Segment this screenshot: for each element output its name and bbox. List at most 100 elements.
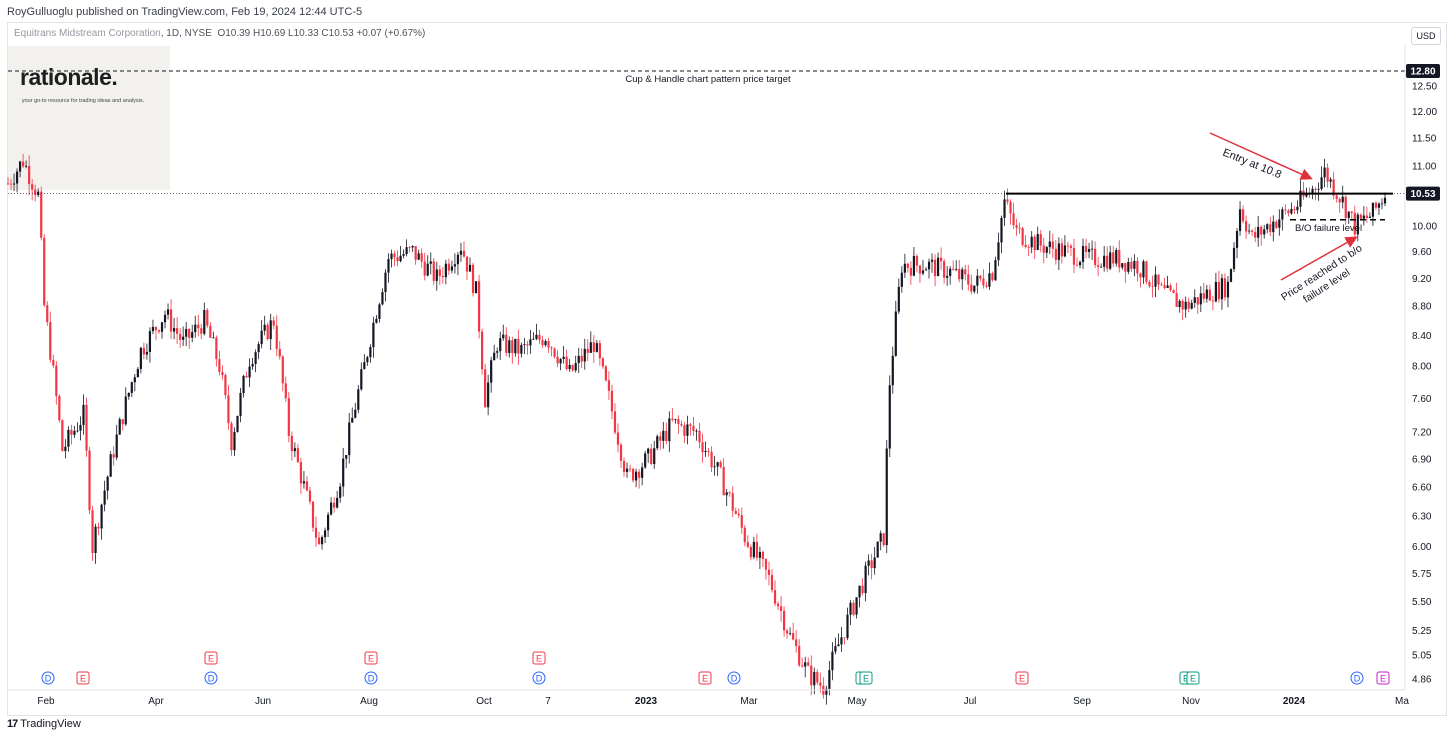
candle	[317, 531, 321, 545]
candle	[70, 424, 73, 445]
candle	[1072, 238, 1076, 274]
candle	[692, 416, 695, 436]
candle	[867, 554, 870, 576]
candle	[1006, 188, 1009, 205]
candle	[1109, 245, 1112, 271]
candle	[638, 469, 641, 489]
candle	[31, 179, 34, 201]
candle	[785, 628, 789, 639]
event-letter: E	[80, 674, 86, 684]
candle	[109, 451, 112, 478]
candle	[1341, 185, 1344, 209]
candle	[299, 457, 303, 494]
event-letter: D	[731, 674, 738, 684]
candle	[308, 486, 312, 505]
x-tick-label: 7	[545, 696, 551, 707]
candle	[1248, 223, 1251, 235]
candle	[849, 600, 852, 626]
candle	[230, 421, 233, 456]
candle	[1145, 260, 1148, 285]
candle	[37, 188, 40, 198]
x-tick-label: Nov	[1182, 696, 1200, 707]
candle	[1232, 242, 1236, 273]
candle	[212, 331, 215, 339]
candle	[242, 374, 245, 398]
currency-button[interactable]: USD	[1411, 27, 1441, 45]
footer-brand[interactable]: 17 TradingView	[7, 718, 81, 730]
candle	[758, 546, 762, 569]
candle	[918, 264, 922, 283]
candle	[1302, 181, 1305, 200]
y-tick-label: 11.50	[1412, 134, 1437, 145]
candle	[251, 357, 254, 370]
candle	[97, 522, 100, 536]
candle	[115, 424, 118, 461]
candle	[520, 342, 523, 358]
event-letter: E	[702, 674, 708, 684]
candle	[1051, 233, 1054, 258]
candle	[985, 281, 988, 289]
candle	[701, 433, 704, 463]
candle	[625, 462, 629, 478]
candle	[76, 422, 79, 433]
earnings-marker: E	[532, 651, 546, 665]
candle	[82, 394, 85, 435]
candle	[1332, 172, 1335, 200]
candle	[746, 535, 749, 549]
y-tick-label: 8.80	[1412, 302, 1432, 313]
candle	[734, 507, 737, 515]
candle	[502, 324, 505, 341]
candle	[592, 335, 595, 364]
candle	[474, 281, 478, 294]
candle	[1365, 206, 1368, 223]
candle	[532, 332, 535, 340]
candle	[1275, 219, 1278, 230]
candle	[1139, 272, 1142, 288]
candle	[589, 331, 592, 353]
candle	[1214, 272, 1217, 303]
candle	[1045, 245, 1048, 259]
watermark-tagline: your go-to resource for trading ideas an…	[21, 98, 145, 104]
candle	[9, 178, 13, 191]
candle	[91, 505, 94, 561]
x-tick-label: Oct	[476, 696, 492, 707]
candle	[595, 340, 598, 353]
candle	[894, 300, 897, 357]
x-tick-label: Jul	[964, 696, 977, 707]
candle	[311, 501, 315, 532]
candle	[764, 558, 768, 580]
candle	[1112, 245, 1115, 268]
earnings-marker: E	[1015, 671, 1029, 685]
candle	[816, 669, 819, 686]
candle	[662, 421, 665, 449]
candle	[1241, 205, 1245, 224]
candle	[1090, 240, 1094, 261]
candle	[163, 310, 167, 329]
event-letter: D	[208, 674, 215, 684]
company-name[interactable]: Equitrans Midstream Corporation	[14, 28, 161, 39]
candle	[1281, 207, 1284, 231]
candle	[154, 326, 158, 341]
candle	[1142, 259, 1145, 284]
candle	[28, 155, 31, 196]
candle	[598, 339, 601, 366]
candle	[224, 373, 227, 400]
candle	[369, 344, 372, 363]
candle	[281, 355, 284, 392]
candle	[296, 443, 299, 464]
y-tick-label: 5.75	[1412, 569, 1432, 580]
candle	[142, 342, 145, 360]
event-letter: E	[1190, 674, 1196, 684]
dividend-marker: D	[364, 671, 378, 685]
candle	[58, 394, 61, 423]
candle	[290, 431, 293, 461]
candle	[103, 480, 106, 512]
event-letter: E	[536, 654, 542, 664]
candle	[695, 428, 698, 441]
candle	[121, 418, 124, 431]
candle	[870, 553, 873, 580]
candle	[260, 320, 263, 349]
candle	[722, 458, 725, 496]
candle	[1263, 224, 1266, 239]
